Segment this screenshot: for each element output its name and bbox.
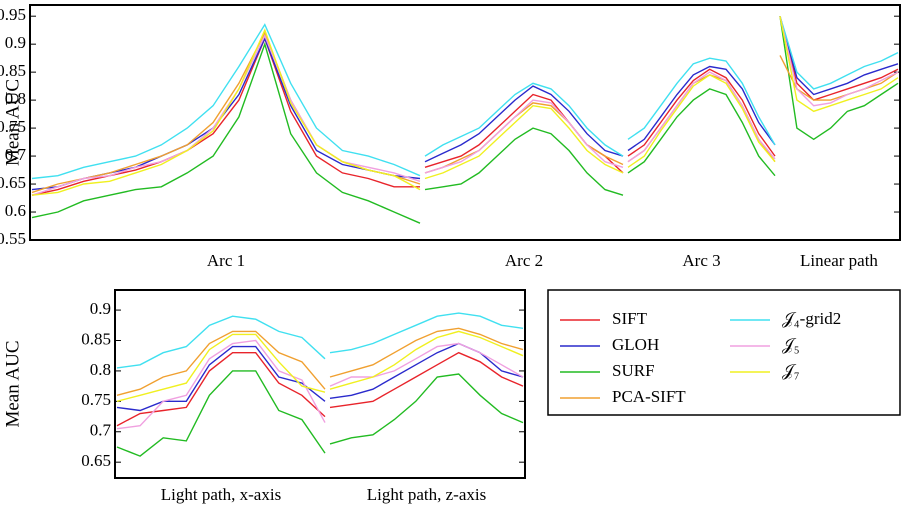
series-line <box>779 16 899 141</box>
series-line <box>116 315 326 369</box>
y-tick-label: 0.65 <box>81 451 111 470</box>
series-line <box>627 57 776 146</box>
series-line <box>329 330 524 390</box>
series-line <box>627 74 776 163</box>
x-panel-label: Arc 2 <box>505 251 543 270</box>
x-panel-label: Linear path <box>800 251 878 270</box>
y-tick-label: 0.7 <box>5 145 27 164</box>
series-line <box>424 104 624 180</box>
series-line <box>116 339 326 430</box>
legend-label: 𝒥₄-grid2 <box>782 309 841 328</box>
x-panel-label: Light path, z-axis <box>367 485 486 504</box>
series-line <box>627 68 776 157</box>
series-line <box>329 312 524 354</box>
y-tick-label: 0.8 <box>90 360 111 379</box>
series-line <box>779 16 899 107</box>
y-tick-label: 0.6 <box>5 201 26 220</box>
x-panel-label: Light path, x-axis <box>161 485 281 504</box>
y-tick-label: 0.75 <box>81 390 111 409</box>
series-line <box>116 352 326 427</box>
series-line <box>116 330 326 396</box>
series-line <box>627 65 776 152</box>
y-tick-label: 0.75 <box>0 117 26 136</box>
series-line <box>329 351 524 409</box>
legend-box <box>547 289 901 416</box>
series-line <box>329 373 524 445</box>
legend-label: SURF <box>612 361 655 380</box>
x-panel-label: Arc 1 <box>207 251 245 270</box>
series-line <box>627 88 776 177</box>
series-line <box>31 23 421 180</box>
series-line <box>329 327 524 378</box>
series-line <box>116 370 326 457</box>
series-line <box>424 85 624 163</box>
series-line <box>31 36 420 196</box>
y-tick-label: 0.85 <box>81 329 111 348</box>
series-line <box>329 342 524 387</box>
y-tick-label: 0.9 <box>90 299 111 318</box>
series-line <box>779 16 899 113</box>
y-tick-label: 0.85 <box>0 61 26 80</box>
series-line <box>31 34 421 196</box>
series-line <box>31 28 421 196</box>
x-panel-label: Arc 3 <box>682 251 720 270</box>
series-line <box>779 16 899 101</box>
series-line <box>329 342 524 399</box>
legend-label: GLOH <box>612 335 659 354</box>
series-line <box>31 41 421 224</box>
legend-label: PCA-SIFT <box>612 387 686 406</box>
y-tick-label: 0.7 <box>90 421 112 440</box>
y-tick-label: 0.9 <box>5 33 26 52</box>
y-axis-label: Mean AUC <box>2 340 23 427</box>
series-line <box>31 36 421 191</box>
y-tick-label: 0.65 <box>0 173 26 192</box>
series-line <box>779 16 899 96</box>
y-tick-label: 0.8 <box>5 89 26 108</box>
series-line <box>627 74 776 168</box>
series-line <box>116 345 326 412</box>
series-line <box>424 99 624 174</box>
series-line <box>424 127 624 196</box>
series-line <box>779 15 899 90</box>
legend-label: 𝒥₅ <box>782 335 800 354</box>
legend-label: 𝒥₇ <box>782 361 800 380</box>
y-tick-label: 0.95 <box>0 5 26 24</box>
y-tick-label: 0.55 <box>0 229 26 248</box>
y-axis-label: Mean AUC <box>2 79 23 166</box>
series-line <box>116 333 326 402</box>
series-line <box>627 71 776 163</box>
axes-frame <box>29 4 901 241</box>
series-line <box>424 82 624 157</box>
legend-label: SIFT <box>612 309 648 328</box>
axes-frame <box>114 289 526 479</box>
